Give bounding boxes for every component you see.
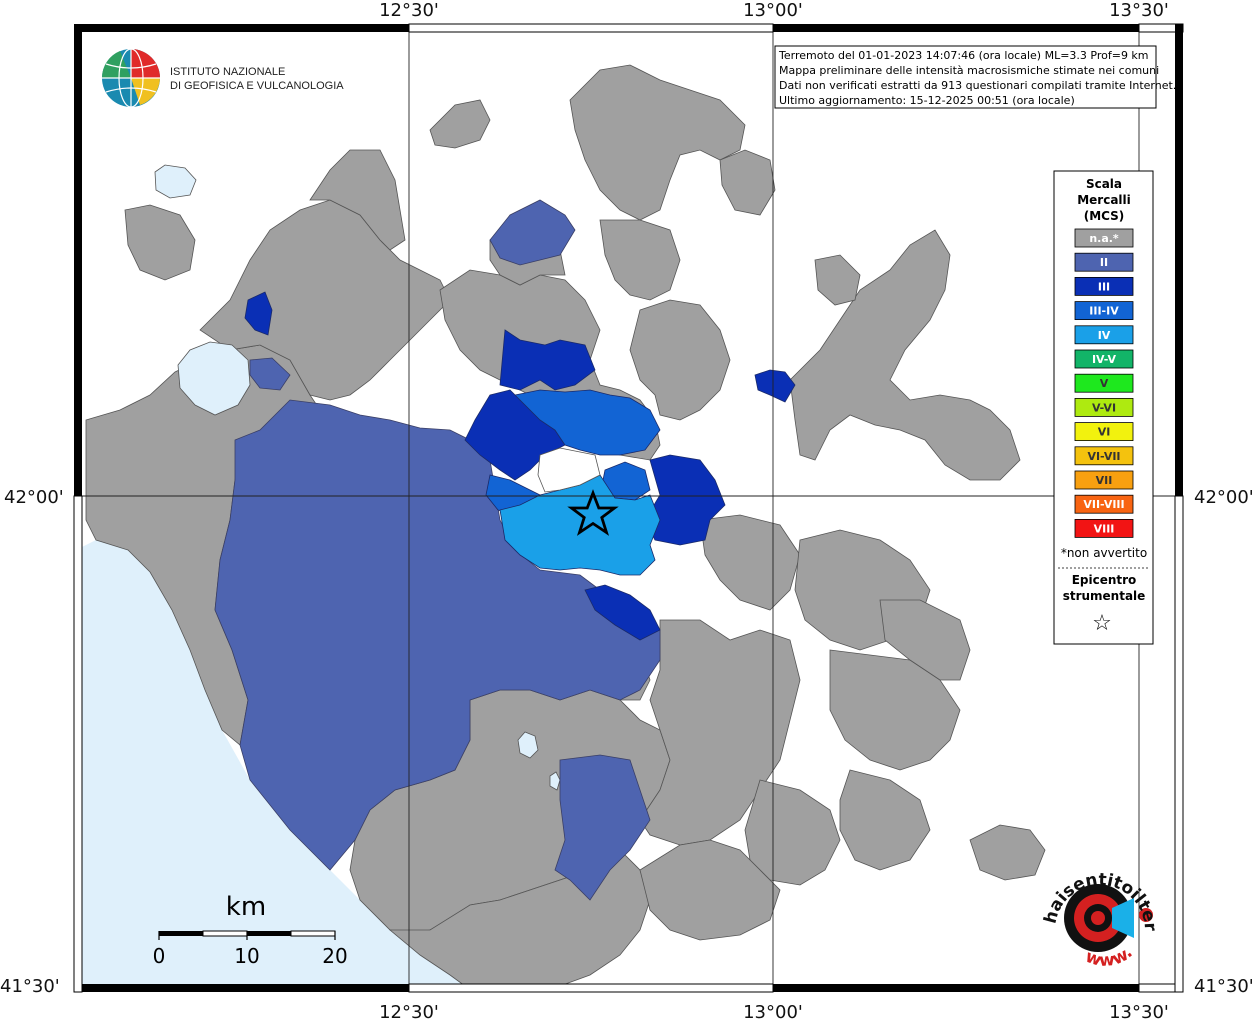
legend-label: VI-VII: [1087, 450, 1120, 463]
institute-name: ISTITUTO NAZIONALE: [170, 66, 285, 78]
intensity-ii-areas: [214, 199, 661, 901]
legend-swatch: [1074, 252, 1134, 272]
legend-label: II: [1100, 256, 1108, 269]
left-lat-label: 41°30': [0, 976, 60, 997]
lakes: [154, 164, 561, 791]
legend-epicenter-label: Epicentro: [1072, 573, 1137, 587]
legend-label: III-IV: [1089, 305, 1119, 318]
bottom-lon-label: 13°30': [1109, 1002, 1169, 1023]
legend-epicenter-label: strumentale: [1063, 589, 1146, 603]
bottom-lon-label: 13°00': [743, 1002, 803, 1023]
intensity-iii-areas: [244, 291, 796, 641]
scale-unit: km: [226, 892, 266, 922]
institute-name: DI GEOFISICA E VULCANOLOGIA: [170, 80, 344, 92]
legend-swatch: [1074, 397, 1134, 417]
event-info-box: Terremoto del 01-01-2023 14:07:46 (ora l…: [774, 45, 1176, 109]
bottom-lon-label: 12°30': [379, 1002, 439, 1023]
legend-title: (MCS): [1084, 209, 1125, 223]
epicenter-star-icon: [567, 489, 619, 536]
scale-bar: km 0 10 20: [153, 892, 348, 968]
legend-swatch: [1074, 325, 1134, 345]
legend-swatch: [1074, 373, 1134, 393]
sea: [80, 540, 465, 986]
legend-note: *non avvertito: [1061, 546, 1147, 560]
legend-label: n.a.*: [1089, 232, 1119, 245]
info-line: Ultimo aggiornamento: 15-12-2025 00:51 (…: [779, 94, 1075, 107]
legend-title: Scala: [1086, 177, 1122, 191]
lake-albano: [517, 731, 539, 759]
legend-label: VIII: [1094, 522, 1115, 535]
lake-nemi: [549, 771, 561, 791]
legend-swatch: [1074, 446, 1134, 466]
legend-label: IV: [1098, 329, 1111, 342]
legend-label: V: [1100, 377, 1109, 390]
unsurveyed-area: [537, 447, 601, 493]
legend-title: Mercalli: [1077, 193, 1131, 207]
legend-swatch: [1074, 494, 1134, 514]
lake-bracciano: [177, 341, 251, 416]
left-lat-label: 42°00': [4, 487, 64, 508]
legend-star-icon: ☆: [1092, 611, 1112, 636]
legend-swatch: [1074, 349, 1134, 369]
rome-municipality: [214, 399, 661, 871]
scale-label: 10: [234, 944, 259, 968]
legend-label: VII-VIII: [1083, 498, 1124, 511]
globe-icon: [101, 48, 160, 108]
legend-label: VI: [1098, 426, 1111, 439]
top-lon-label: 13°30': [1109, 0, 1169, 21]
legend-swatch: [1074, 422, 1134, 442]
ingv-logo: ISTITUTO NAZIONALE DI GEOFISICA E VULCAN…: [101, 48, 344, 108]
mcs-legend: Scala Mercalli (MCS) n.a.*IIIIIIII-IVIVI…: [1053, 170, 1154, 645]
top-lon-label: 13°00': [743, 0, 803, 21]
legend-label: III: [1098, 280, 1110, 293]
info-line: Terremoto del 01-01-2023 14:07:46 (ora l…: [778, 49, 1149, 62]
right-lat-label: 41°30': [1194, 976, 1254, 997]
legend-items: n.a.*IIIIIIII-IVIVIV-VVV-VIVIVI-VIIVIIVI…: [1074, 228, 1134, 538]
info-line: Mappa preliminare delle intensità macros…: [779, 64, 1159, 77]
right-lat-label: 42°00': [1194, 487, 1254, 508]
legend-swatch: [1074, 301, 1134, 321]
scale-label: 0: [153, 944, 166, 968]
map-frame: [73, 23, 1184, 993]
top-lon-label: 12°30': [379, 0, 439, 21]
legend-label: IV-V: [1092, 353, 1117, 366]
legend-swatch: [1074, 276, 1134, 296]
legend-swatch: [1074, 228, 1134, 248]
speaker-icon: [1112, 898, 1134, 938]
scale-label: 20: [322, 944, 347, 968]
info-line: Dati non verificati estratti da 913 ques…: [779, 79, 1176, 92]
legend-swatch: [1074, 470, 1134, 490]
legend-label: VII: [1096, 474, 1113, 487]
legend-swatch: [1074, 519, 1134, 538]
legend-label: V-VI: [1092, 401, 1116, 414]
lake-north: [154, 164, 197, 199]
question-icon: [1139, 908, 1153, 922]
